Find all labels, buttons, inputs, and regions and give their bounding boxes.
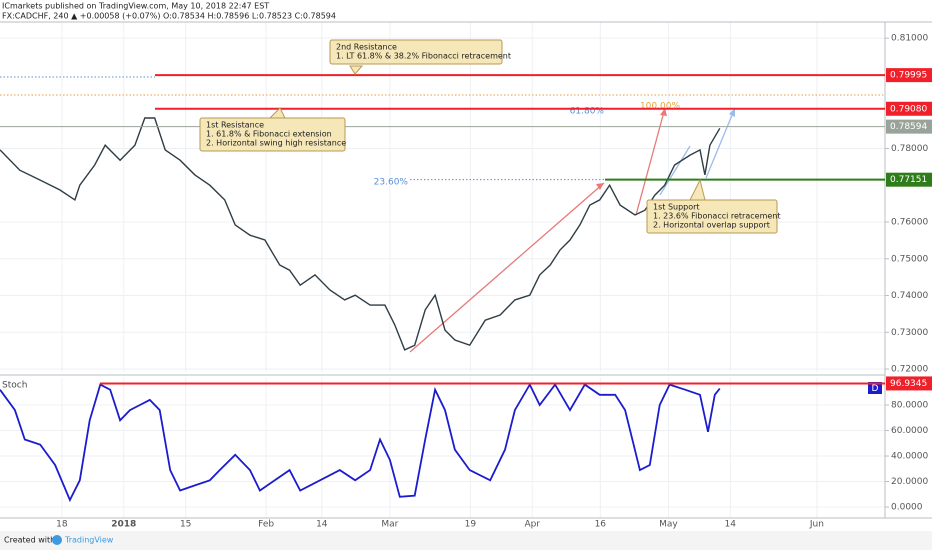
annotation-box xyxy=(329,39,503,65)
footer-prefix: Created with xyxy=(4,536,55,545)
level-label-box xyxy=(886,172,932,187)
arrow xyxy=(659,145,691,196)
arrow xyxy=(705,107,736,179)
x-tick-label: May xyxy=(659,520,678,530)
level-label-box xyxy=(886,68,932,83)
level-label-box xyxy=(886,119,932,134)
annotation-text: 1. 61.8% & Fibonacci extension xyxy=(206,130,332,139)
y-tick-label: 0.72000 xyxy=(891,365,928,375)
level-label: 0.79080 xyxy=(890,104,927,114)
y-tick-label: 0.76000 xyxy=(891,218,928,228)
marks xyxy=(0,107,736,503)
y-tick-label: 0.81000 xyxy=(891,34,928,44)
x-tick-label: Mar xyxy=(381,520,398,530)
y-tick-label: 0.75000 xyxy=(891,254,928,264)
x-tick-label: Apr xyxy=(524,520,540,530)
y-tick-label: 20.0000 xyxy=(891,477,928,487)
annotation-box xyxy=(646,199,778,234)
level-label: 0.77151 xyxy=(890,175,927,185)
x-tick-label: 14 xyxy=(316,520,328,530)
marker: D xyxy=(872,384,879,394)
fib-label: 23.60% xyxy=(374,178,409,188)
fib-label: 100.00% xyxy=(640,102,680,112)
grid xyxy=(0,22,885,518)
level-label: 96.9345 xyxy=(890,379,927,389)
footer-bar xyxy=(0,531,932,550)
annotation-text: 2nd Resistance xyxy=(336,43,397,52)
level-label: 0.79995 xyxy=(890,71,927,81)
x-tick-label: 2018 xyxy=(111,520,136,530)
level-label-box xyxy=(886,376,932,391)
y-tick-label: 0.0000 xyxy=(891,503,923,513)
x-tick-label: 16 xyxy=(595,520,607,530)
series-line xyxy=(0,382,721,503)
x-tick-label: 18 xyxy=(56,520,68,530)
stoch-label: Stoch xyxy=(2,381,27,391)
series-line xyxy=(0,117,721,351)
arrow-head xyxy=(729,108,735,117)
annotation-tail xyxy=(689,178,706,201)
annotation-tail xyxy=(349,65,364,75)
level-label-box xyxy=(886,101,932,116)
x-tick-label: Jun xyxy=(809,520,824,530)
annotation-text: 1. LT 61.8% & 38.2% Fibonacci retracemen… xyxy=(336,52,511,61)
annotation-tail xyxy=(268,107,286,119)
x-tick-label: 14 xyxy=(725,520,737,530)
x-tick-label: Feb xyxy=(258,520,274,530)
y-tick-label: 60.0000 xyxy=(891,426,928,436)
arrow-head xyxy=(660,108,667,116)
y-tick-label: 0.74000 xyxy=(891,291,928,301)
marker-box xyxy=(868,382,882,394)
header-title: ICmarkets published on TradingView.com, … xyxy=(2,2,269,11)
level-label: 0.78594 xyxy=(890,122,927,132)
y-tick-label: 0.78000 xyxy=(891,144,928,154)
x-tick-label: 19 xyxy=(465,520,477,530)
x-tick-label: 15 xyxy=(180,520,191,530)
annotation-text: 2. Horizontal overlap support xyxy=(653,221,770,230)
fib-label: 61.80% xyxy=(570,107,605,117)
arrow-head xyxy=(596,183,604,190)
y-tick-label: 80.0000 xyxy=(891,401,928,411)
logo xyxy=(52,535,62,545)
annotation-text: 2. Horizontal swing high resistance xyxy=(206,139,346,148)
annotation-text: 1. 23.6% Fibonacci retracement xyxy=(653,212,781,221)
y-tick-label: 40.0000 xyxy=(891,452,928,462)
header-symbol: FX:CADCHF, 240 ▲ +0.00058 (+0.07%) O:0.7… xyxy=(2,12,336,21)
annotation-text: 1st Resistance xyxy=(206,121,264,130)
arrow xyxy=(635,107,666,216)
y-tick-label: 0.73000 xyxy=(891,328,928,338)
arrow xyxy=(409,182,605,353)
footer-brand: TradingView xyxy=(64,536,114,545)
annotation-text: 1st Support xyxy=(653,203,700,212)
